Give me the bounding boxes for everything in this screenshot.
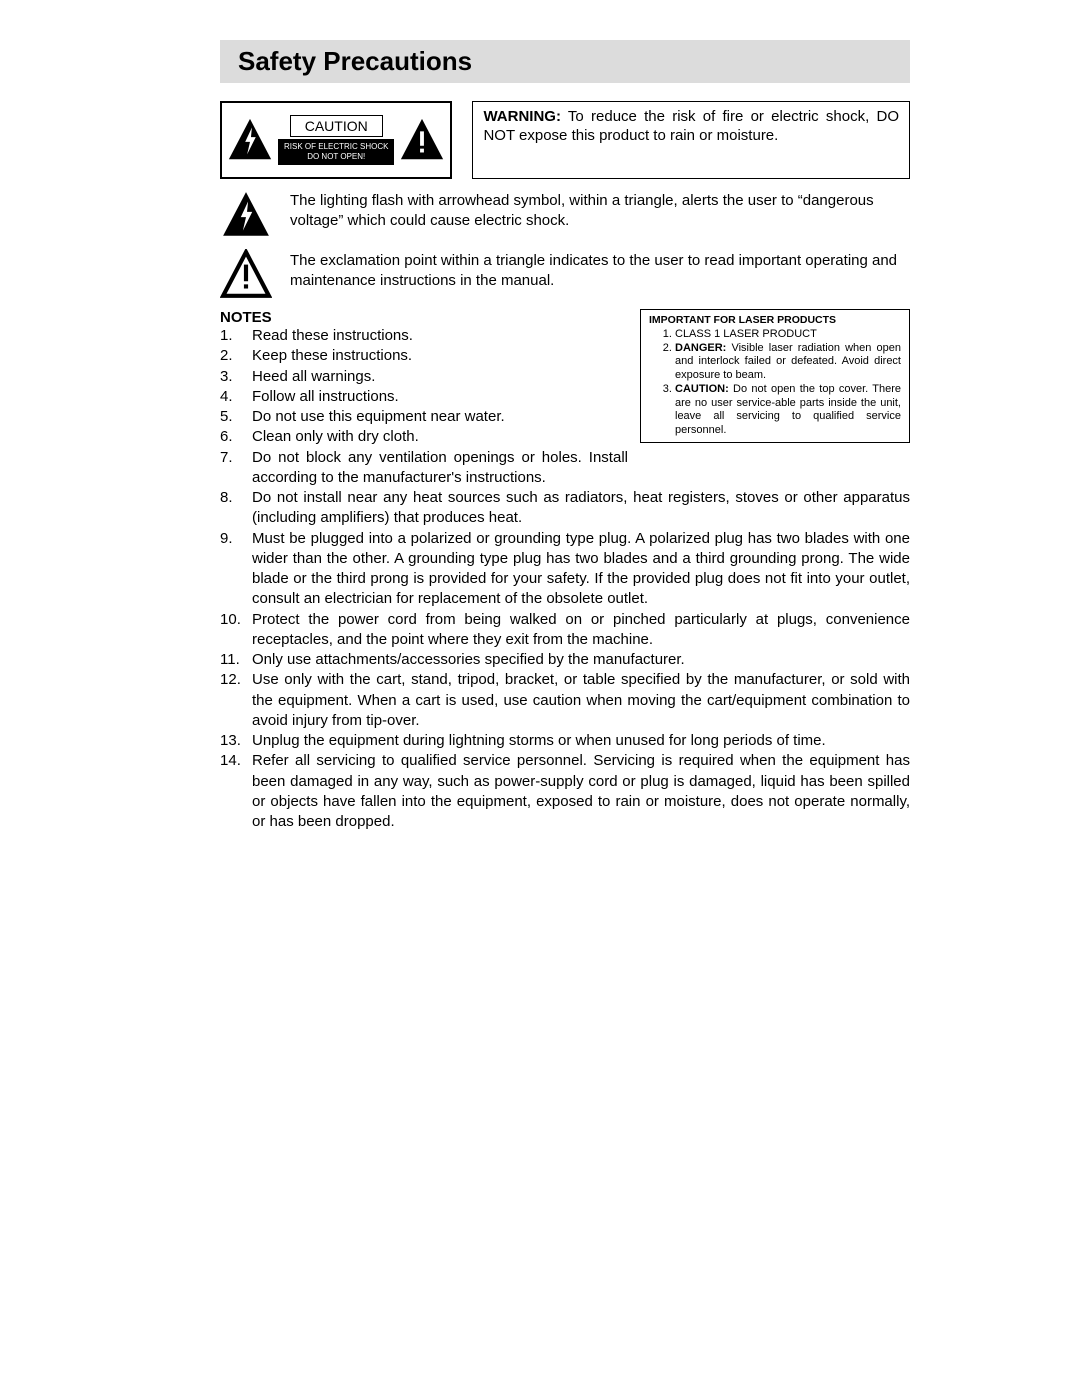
note-item: Protect the power cord from being walked… [220,610,910,651]
warning-box: WARNING: To reduce the risk of fire or e… [472,101,910,179]
notes-list: Read these instructions.Keep these instr… [220,326,910,832]
flash-explain-text: The lighting flash with arrowhead symbol… [290,189,910,232]
note-item: Follow all instructions. [220,387,910,407]
caution-warning-row: CAUTION RISK OF ELECTRIC SHOCK DO NOT OP… [220,101,910,179]
note-item: Clean only with dry cloth. [220,427,910,447]
note-item: Unplug the equipment during lightning st… [220,731,910,751]
page-content: Safety Precautions CAUTION RISK OF ELECT… [0,0,1080,872]
exclamation-triangle-icon [398,116,446,164]
note-item: Refer all servicing to qualified service… [220,751,910,832]
note-item: Read these instructions. [220,326,910,346]
risk-line2: DO NOT OPEN! [284,152,388,162]
note-item: Must be plugged into a polarized or grou… [220,529,910,610]
note-item: Do not install near any heat sources suc… [220,488,910,529]
lightning-triangle-icon [220,189,272,241]
note-item: Use only with the cart, stand, tripod, b… [220,670,910,731]
caution-box: CAUTION RISK OF ELECTRIC SHOCK DO NOT OP… [220,101,452,179]
note-item: Only use attachments/accessories specifi… [220,650,910,670]
caution-label: CAUTION [290,115,383,137]
title-bar: Safety Precautions [220,40,910,83]
flash-explain-row: The lighting flash with arrowhead symbol… [220,189,910,241]
warning-label: WARNING: [483,108,561,125]
note-item: Heed all warnings. [220,367,910,387]
excl-explain-text: The exclamation point within a triangle … [290,249,910,292]
risk-line1: RISK OF ELECTRIC SHOCK [284,142,388,152]
lightning-triangle-icon [226,116,274,164]
note-item: Keep these instructions. [220,346,910,366]
notes-section: IMPORTANT FOR LASER PRODUCTS CLASS 1 LAS… [220,309,910,832]
caution-risk-block: RISK OF ELECTRIC SHOCK DO NOT OPEN! [278,139,394,164]
page-title: Safety Precautions [238,46,892,77]
exclamation-triangle-outline-icon [220,249,272,301]
laser-title: IMPORTANT FOR LASER PRODUCTS [649,314,836,326]
caution-center: CAUTION RISK OF ELECTRIC SHOCK DO NOT OP… [278,115,394,164]
excl-explain-row: The exclamation point within a triangle … [220,249,910,301]
note-item: Do not block any ventilation openings or… [220,448,910,489]
note-item: Do not use this equipment near water. [220,407,910,427]
